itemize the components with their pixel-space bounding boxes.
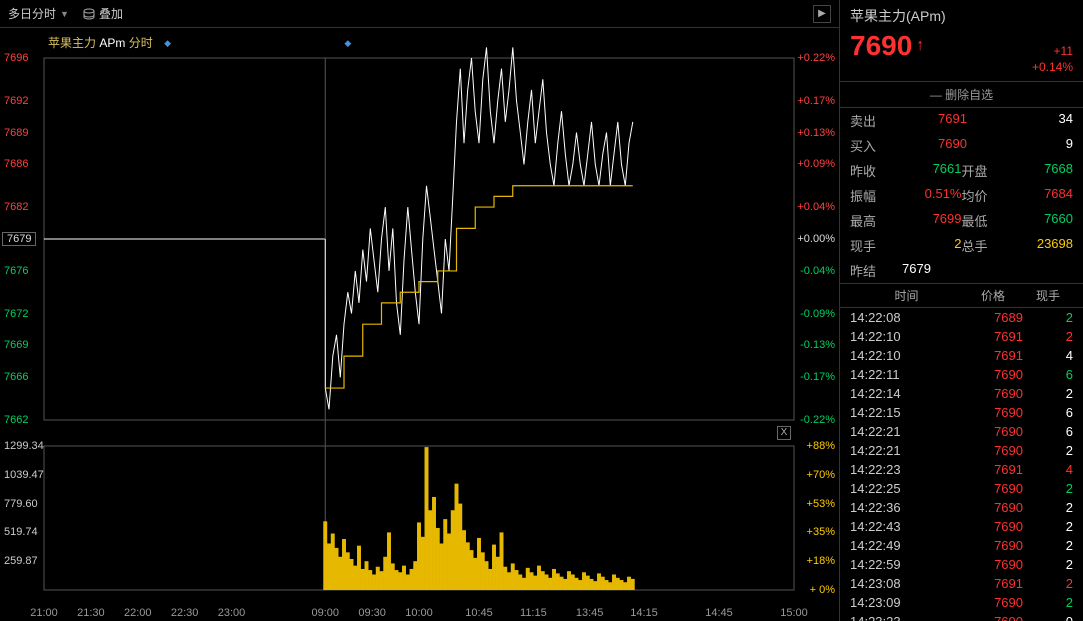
info-row: 现手2 总手23698 bbox=[840, 233, 1083, 258]
tick-row: 14:23:2376900 bbox=[840, 612, 1083, 621]
tick-row: 14:22:2576902 bbox=[840, 479, 1083, 498]
period-dropdown[interactable]: 多日分时 ▼ bbox=[8, 5, 69, 22]
info-row: 昨收7661 开盘7668 bbox=[840, 158, 1083, 183]
overlay-icon bbox=[83, 8, 95, 20]
info-row: 最高7699 最低7660 bbox=[840, 208, 1083, 233]
tick-row: 14:22:4376902 bbox=[840, 517, 1083, 536]
tick-row: 14:22:2176906 bbox=[840, 422, 1083, 441]
chart-area[interactable]: 苹果主力 APm 分时 ◆ ◆ X 7696+0.22%7692+0.17%76… bbox=[0, 28, 839, 621]
quote-info: 卖出 7691 34 买入 7690 9 昨收7661 开盘7668振幅0.51… bbox=[840, 108, 1083, 284]
ask-row: 卖出 7691 34 bbox=[840, 108, 1083, 133]
tick-row: 14:22:1076912 bbox=[840, 327, 1083, 346]
tick-row: 14:22:4976902 bbox=[840, 536, 1083, 555]
side-panel: 苹果主力(APm) 7690 ↑ +11 +0.14% 删除自选 卖出 7691… bbox=[839, 0, 1083, 621]
overlay-label: 叠加 bbox=[99, 5, 123, 22]
tick-row: 14:22:2176902 bbox=[840, 441, 1083, 460]
diamond-marker-icon: ◆ bbox=[344, 38, 351, 48]
legend-type: 分时 bbox=[129, 36, 153, 50]
prev-settle-row: 昨结 7679 bbox=[840, 258, 1083, 283]
instrument-title: 苹果主力(APm) bbox=[850, 6, 1073, 26]
chart-legend: 苹果主力 APm 分时 ◆ ◆ bbox=[48, 34, 411, 51]
up-arrow-icon: ↑ bbox=[916, 37, 924, 55]
tick-row: 14:22:1176906 bbox=[840, 365, 1083, 384]
tick-row: 14:22:5976902 bbox=[840, 555, 1083, 574]
info-row: 振幅0.51% 均价7684 bbox=[840, 183, 1083, 208]
bid-row: 买入 7690 9 bbox=[840, 133, 1083, 158]
tick-row: 14:23:0876912 bbox=[840, 574, 1083, 593]
tick-header: 时间 价格 现手 bbox=[840, 284, 1083, 308]
price-change: +11 +0.14% bbox=[1032, 44, 1073, 75]
overlay-button[interactable]: 叠加 bbox=[83, 5, 123, 22]
tick-row: 14:23:0976902 bbox=[840, 593, 1083, 612]
remove-favorite-button[interactable]: 删除自选 bbox=[840, 81, 1083, 108]
legend-name: 苹果主力 bbox=[48, 36, 96, 50]
toolbar: 多日分时 ▼ 叠加 ▶ bbox=[0, 0, 839, 28]
last-price: 7690 ↑ bbox=[850, 30, 924, 62]
tick-row: 14:22:3676902 bbox=[840, 498, 1083, 517]
tick-row: 14:22:2376914 bbox=[840, 460, 1083, 479]
tick-row: 14:22:1076914 bbox=[840, 346, 1083, 365]
price-chart[interactable] bbox=[0, 28, 839, 621]
legend-code: APm bbox=[99, 36, 125, 50]
period-label: 多日分时 bbox=[8, 5, 56, 22]
tick-row: 14:22:0876892 bbox=[840, 308, 1083, 327]
tick-list: 时间 价格 现手 14:22:087689214:22:107691214:22… bbox=[840, 284, 1083, 621]
diamond-marker-icon: ◆ bbox=[164, 38, 171, 48]
tick-row: 14:22:1476902 bbox=[840, 384, 1083, 403]
chevron-down-icon: ▼ bbox=[60, 9, 69, 19]
tick-row: 14:22:1576906 bbox=[840, 403, 1083, 422]
next-arrow[interactable]: ▶ bbox=[813, 5, 831, 23]
close-volume-button[interactable]: X bbox=[777, 426, 791, 440]
